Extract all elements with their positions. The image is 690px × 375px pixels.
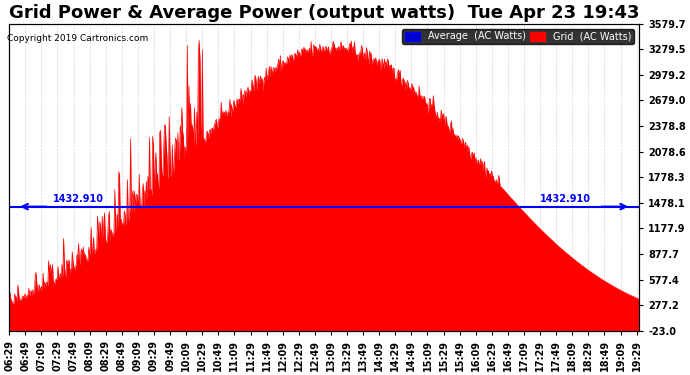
- Legend: Average  (AC Watts), Grid  (AC Watts): Average (AC Watts), Grid (AC Watts): [402, 28, 634, 44]
- Text: 1432.910: 1432.910: [53, 194, 104, 204]
- Text: 1432.910: 1432.910: [540, 194, 591, 204]
- Text: Copyright 2019 Cartronics.com: Copyright 2019 Cartronics.com: [7, 34, 148, 43]
- Title: Grid Power & Average Power (output watts)  Tue Apr 23 19:43: Grid Power & Average Power (output watts…: [9, 4, 640, 22]
